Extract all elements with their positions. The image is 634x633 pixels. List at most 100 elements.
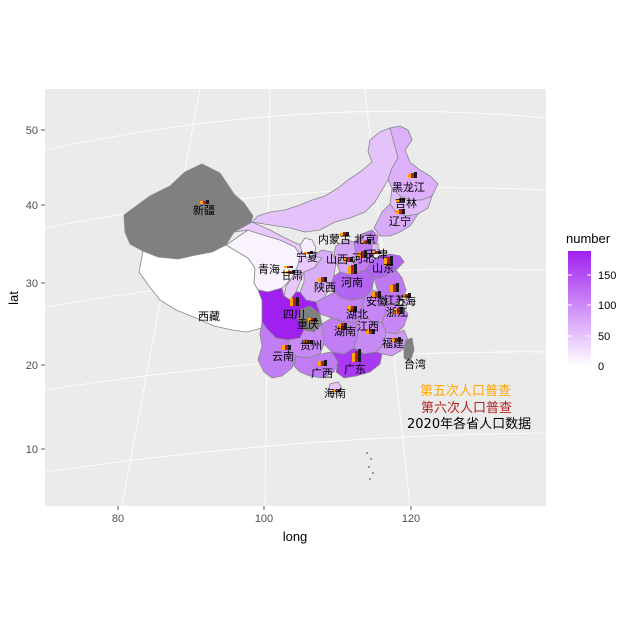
bar-census6 <box>393 284 396 292</box>
label-guizhou: 贵州 <box>300 339 322 352</box>
bar-2020 <box>354 306 357 312</box>
annotation-census5: 第五次人口普查 <box>420 383 511 399</box>
bar-census6 <box>321 277 324 282</box>
bars-hainan <box>332 390 341 392</box>
census-annotations: 第五次人口普查 第六次人口普查 2020年各省人口数据 <box>407 383 531 432</box>
x-tick-label: 120 <box>402 513 420 525</box>
bar-census6 <box>285 345 288 350</box>
bar-census6 <box>287 266 290 268</box>
legend-tick-label: 150 <box>598 270 616 282</box>
bar-census5 <box>372 292 375 298</box>
y-tick-label: 10 <box>26 444 38 456</box>
bar-census5 <box>408 174 411 178</box>
bar-census6 <box>307 252 310 254</box>
bar-2020 <box>288 345 291 350</box>
bar-2020 <box>368 239 371 244</box>
graticule-lat-10 <box>44 432 547 473</box>
label-chongqing: 重庆 <box>297 317 319 331</box>
bars-qinghai <box>284 266 293 268</box>
bar-census5 <box>384 258 387 266</box>
bars-guangxi <box>318 360 327 366</box>
bar-census5 <box>338 324 341 330</box>
bar-census6 <box>307 340 310 344</box>
bars-neimenggu <box>340 232 349 236</box>
label-zhejiang: 浙江 <box>386 306 408 319</box>
bars-hubei <box>348 306 357 312</box>
bar-2020 <box>338 390 341 392</box>
bar-census6 <box>347 257 350 262</box>
bars-ningxia <box>304 251 313 254</box>
bar-census6 <box>411 173 414 178</box>
bar-census5 <box>284 266 287 268</box>
bar-census5 <box>348 266 351 274</box>
x-axis-title: long <box>283 529 308 544</box>
bar-census6 <box>399 198 402 202</box>
bar-census5 <box>348 306 351 312</box>
bar-2020 <box>402 198 405 202</box>
bars-zhejiang <box>394 307 403 314</box>
bar-census5 <box>344 258 347 262</box>
bar-2020 <box>378 291 381 298</box>
y-axis: 50 40 30 20 10 lat <box>6 125 45 456</box>
color-legend: number 150 100 50 0 <box>566 231 616 373</box>
bar-2020 <box>346 232 349 236</box>
region-heilongjiang[interactable] <box>387 125 439 201</box>
region-shanghai[interactable] <box>401 297 411 307</box>
y-axis-title: lat <box>6 291 21 305</box>
region-fujian[interactable] <box>375 329 409 357</box>
region-yunnan[interactable] <box>257 321 297 379</box>
bar-census6 <box>361 251 364 258</box>
bars-gansu <box>286 270 295 274</box>
label-shaanxi: 陕西 <box>314 280 336 294</box>
label-shanxi: 山西 <box>326 253 348 266</box>
bar-2020 <box>310 340 313 344</box>
bar-census5 <box>290 298 293 306</box>
bars-heilongjiang <box>408 172 417 178</box>
region-liaoning[interactable] <box>373 203 419 237</box>
region-taiwan[interactable] <box>403 337 415 363</box>
bar-census5 <box>332 390 335 392</box>
region-guangdong[interactable] <box>331 347 383 379</box>
bars-jilin <box>396 198 405 202</box>
x-axis: 80 100 120 long <box>112 506 420 544</box>
bar-census6 <box>351 265 354 274</box>
bar-census5 <box>362 241 365 244</box>
label-xinjiang: 新疆 <box>193 203 215 217</box>
label-fujian: 福建 <box>382 336 404 350</box>
label-tianjin: 天津 <box>366 248 388 261</box>
label-jilin: 吉林 <box>395 196 417 210</box>
bar-2020 <box>350 257 353 262</box>
label-yunnan: 云南 <box>272 350 294 363</box>
y-tick-label: 50 <box>26 125 38 137</box>
bar-census6 <box>321 361 324 366</box>
label-neimenggu: 内蒙古 <box>318 232 351 246</box>
bar-census6 <box>397 308 400 314</box>
bar-census6 <box>311 318 314 322</box>
bars-jiangxi <box>366 329 375 334</box>
annotation-2020: 2020年各省人口数据 <box>407 416 531 432</box>
bars-hebei <box>358 250 367 258</box>
bar-census5 <box>200 201 203 204</box>
bar-2020 <box>414 172 417 178</box>
x-tick-label: 100 <box>255 513 273 525</box>
bars-shanxi <box>344 257 353 262</box>
region-guangxi[interactable] <box>293 351 339 379</box>
bars-anhui <box>372 291 381 298</box>
bar-census5 <box>366 329 369 334</box>
bar-2020 <box>378 251 381 254</box>
label-henan: 河南 <box>341 276 363 289</box>
bar-2020 <box>364 250 367 258</box>
bar-census6 <box>405 294 408 298</box>
legend-tick-label: 100 <box>598 300 616 312</box>
y-tick-label: 40 <box>26 200 38 212</box>
bar-2020 <box>396 283 399 292</box>
bar-2020 <box>206 200 209 204</box>
bar-census5 <box>390 285 393 292</box>
y-tick-label: 20 <box>26 360 38 372</box>
bar-census5 <box>318 361 321 366</box>
bars-fujian <box>392 337 401 342</box>
bar-census5 <box>318 278 321 282</box>
bar-census6 <box>355 351 358 362</box>
bar-census5 <box>396 199 399 202</box>
